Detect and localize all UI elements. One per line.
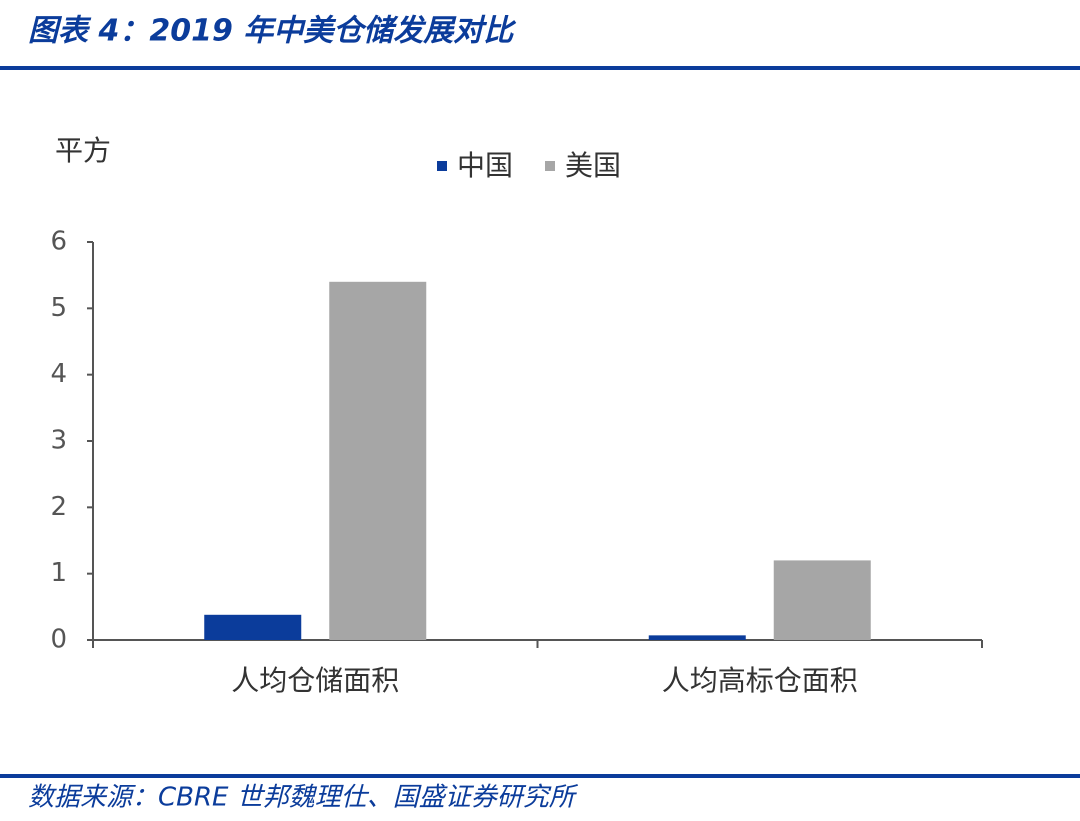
legend-label: 美国 <box>565 149 621 182</box>
bar <box>329 281 427 640</box>
y-tick-label: 2 <box>50 492 67 522</box>
y-tick-label: 1 <box>50 558 67 588</box>
y-tick-label: 0 <box>50 625 67 655</box>
bar <box>204 614 302 640</box>
y-tick-label: 6 <box>50 227 67 257</box>
x-tick-label: 人均仓储面积 <box>231 664 399 697</box>
bar <box>773 560 871 640</box>
title-rule <box>0 66 1080 70</box>
source-rule <box>0 774 1080 778</box>
y-axis-label: 平方 <box>55 134 111 167</box>
y-tick-label: 5 <box>50 293 67 323</box>
bar <box>648 635 746 640</box>
y-tick-label: 3 <box>50 426 67 456</box>
source: 数据来源：CBRE 世邦魏理仕、国盛证券研究所 <box>28 783 579 813</box>
legend-label: 中国 <box>457 149 513 182</box>
chart-title: 图表 4：2019 年中美仓储发展对比 <box>28 14 516 49</box>
legend-swatch <box>437 161 447 171</box>
x-tick-label: 人均高标仓面积 <box>662 664 858 697</box>
y-tick-label: 4 <box>50 359 67 389</box>
legend-swatch <box>545 161 555 171</box>
